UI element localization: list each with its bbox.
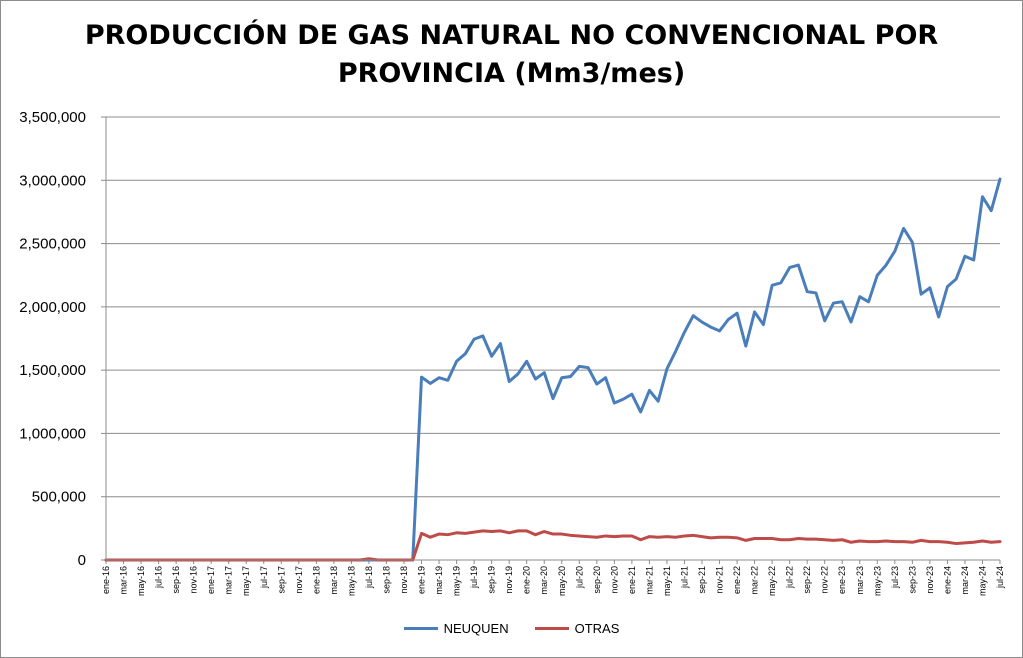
y-tick-label: 1,000,000 [19,425,86,442]
x-tick-label: ene-16 [101,566,111,594]
x-tick-label: may-22 [767,566,777,596]
y-tick-label: 1,500,000 [19,362,86,379]
x-tick-label: may-21 [662,566,672,596]
x-tick-label: may-19 [452,566,462,596]
x-tick-label: jul-20 [574,566,584,589]
x-tick-label: sep-16 [171,566,181,594]
legend-item-neuquen: NEUQUEN [403,621,509,636]
x-tick-label: jul-17 [259,566,269,589]
x-tick-label: ene-21 [627,566,637,594]
series-line-otras [104,529,1002,562]
x-tick-label: may-23 [872,566,882,596]
x-tick-label: jul-24 [995,566,1005,589]
legend-label-otras: OTRAS [574,621,620,636]
legend-swatch-otras [534,627,569,630]
x-tick-label: sep-23 [907,566,917,594]
axes [105,117,1000,561]
x-tick-label: ene-24 [942,566,952,594]
x-tick-label: nov-20 [609,566,619,594]
y-axis-ticks: 0 500,000 1,000,000 1,500,000 2,000,000 2,500… [19,109,106,569]
legend-label-neuquen: NEUQUEN [443,621,509,636]
x-tick-label: mar-24 [960,566,970,595]
chart-title-line2: PROVINCIA (Mm3/mes) [337,58,686,89]
y-tick-label: 3,000,000 [19,172,86,189]
x-tick-label: nov-21 [715,566,725,594]
x-tick-label: may-24 [977,566,987,596]
x-tick-label: ene-18 [311,566,321,594]
y-tick-label: 2,500,000 [19,236,86,253]
x-tick-label: ene-19 [417,566,427,594]
x-tick-label: sep-20 [592,566,602,594]
y-tick-label: 0 [78,552,86,569]
x-tick-label: mar-22 [750,566,760,595]
x-tick-label: may-16 [136,566,146,596]
x-tick-label: sep-18 [381,566,391,594]
x-tick-label: mar-20 [539,566,549,595]
x-tick-label: nov-19 [504,566,514,594]
x-axis-ticks: ene-16 mar-16 may-16 jul-16 sep-16 nov-16 ene-… [101,560,1005,596]
x-tick-label: nov-17 [294,566,304,594]
x-tick-label: mar-18 [329,566,339,595]
x-tick-label: mar-21 [644,566,654,595]
x-tick-label: may-17 [241,566,251,596]
legend-item-otras: OTRAS [534,621,620,636]
series-line-neuquen [104,177,1002,562]
x-tick-label: nov-22 [820,566,830,594]
x-tick-label: ene-22 [732,566,742,594]
series-lines [104,177,1002,562]
x-tick-label: jul-16 [154,566,164,589]
x-tick-label: sep-21 [697,566,707,594]
x-tick-label: may-18 [346,566,356,596]
x-tick-label: mar-19 [434,566,444,595]
legend-swatch-neuquen [403,627,438,630]
x-tick-label: nov-16 [189,566,199,594]
x-tick-label: mar-17 [224,566,234,595]
y-tick-label: 500,000 [32,489,86,506]
x-tick-label: ene-23 [837,566,847,594]
y-tick-label: 3,500,000 [19,109,86,126]
x-tick-label: nov-18 [399,566,409,594]
x-tick-label: mar-16 [119,566,129,595]
x-tick-label: ene-17 [206,566,216,594]
x-tick-label: jul-22 [785,566,795,589]
x-tick-label: jul-18 [364,566,374,589]
x-tick-label: sep-22 [802,566,812,594]
x-tick-label: jul-19 [469,566,479,589]
x-tick-label: sep-19 [487,566,497,594]
legend: NEUQUEN OTRAS [0,621,1023,636]
grid-lines [106,116,1000,498]
x-tick-label: jul-21 [679,566,689,589]
x-tick-label: jul-23 [890,566,900,589]
x-tick-label: ene-20 [522,566,532,594]
x-tick-label: nov-23 [925,566,935,594]
chart-title: PRODUCCIÓN DE GAS NATURAL NO CONVENCIONA… [84,20,939,51]
x-tick-label: mar-23 [855,566,865,595]
y-tick-label: 2,000,000 [19,299,86,316]
x-tick-label: sep-17 [276,566,286,594]
x-tick-label: may-20 [557,566,567,596]
